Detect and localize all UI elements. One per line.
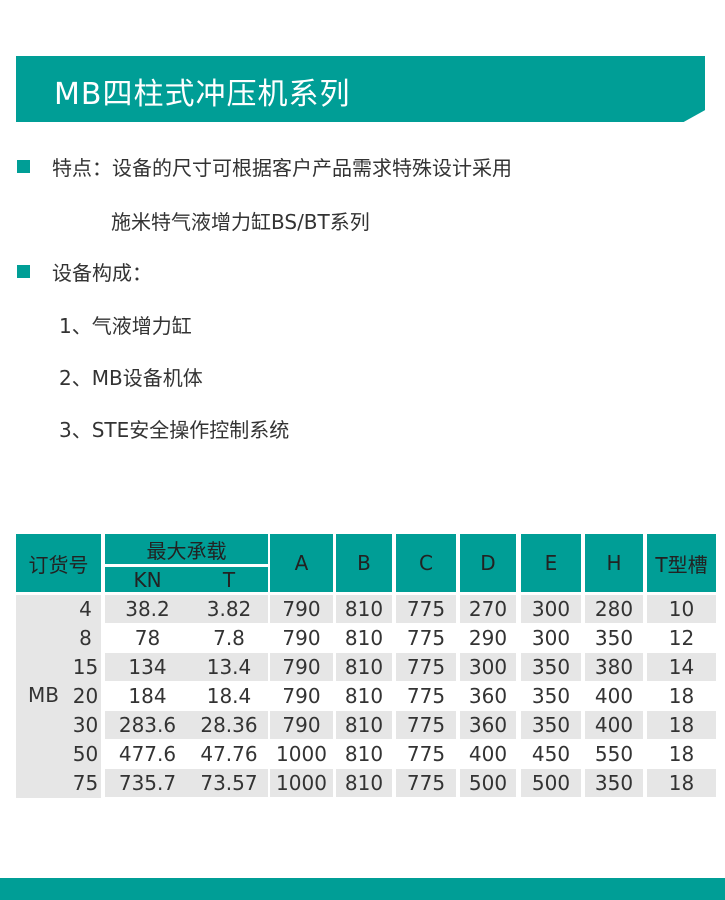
table-cell: 10 (647, 595, 716, 623)
table-cell: 477.6 (118, 742, 177, 766)
composition-item: 2、MB设备机体 (59, 366, 203, 390)
header-col: E (521, 534, 581, 592)
table-cell: 14 (647, 653, 716, 681)
table-cell: 300 (531, 626, 571, 650)
table-cell: 775 (406, 626, 446, 650)
features-line2: 施米特气液增力缸BS/BT系列 (111, 210, 370, 234)
table-cell: 450 (531, 742, 571, 766)
table-cell: 28.36 (190, 711, 268, 739)
table-cell: 775 (406, 742, 446, 766)
table-cell: 790 (282, 684, 321, 708)
table-cell: 12 (668, 626, 695, 650)
table-cell: 283.6 (105, 711, 190, 739)
table-cell: 400 (468, 742, 508, 766)
header-col: A (270, 534, 333, 592)
features-line1: 特点：设备的尺寸可根据客户产品需求特殊设计采用 (52, 156, 512, 180)
table-cell: 280 (585, 595, 643, 623)
table-cell: 810 (336, 653, 392, 681)
table-cell: 18 (647, 769, 716, 797)
table-cell: 73.57 (190, 769, 268, 797)
table-cell: 810 (344, 742, 384, 766)
title-banner: MB四柱式冲压机系列 (16, 56, 705, 122)
composition-item: 3、STE安全操作控制系统 (59, 418, 290, 442)
table-cell: 350 (594, 626, 634, 650)
table-cell: 360 (468, 684, 508, 708)
table-cell: 18 (668, 742, 695, 766)
table-cell: 735.7 (105, 769, 190, 797)
table-cell: 18 (647, 711, 716, 739)
table-cell: 790 (270, 595, 333, 623)
header-col: T型槽 (647, 534, 716, 592)
table-cell: 300 (460, 653, 516, 681)
table-cell: 790 (270, 653, 333, 681)
table-cell: 400 (585, 711, 643, 739)
table-cell: 810 (336, 769, 392, 797)
table-cell: 7.8 (213, 626, 245, 650)
table-cell: 38.2 (105, 595, 190, 623)
table-cell: 184 (128, 684, 167, 708)
table-cell: 78 (134, 626, 161, 650)
table-cell: 350 (531, 684, 571, 708)
header-col: H (585, 534, 643, 592)
table-cell: 500 (460, 769, 516, 797)
table-cell: 810 (336, 595, 392, 623)
order-no-cell: 4 (79, 597, 92, 621)
table-cell: 1000 (276, 742, 327, 766)
page-title: MB四柱式冲压机系列 (54, 77, 351, 112)
header-kn-label: KN (133, 567, 162, 592)
header-col: C (396, 534, 456, 592)
table-cell: 380 (585, 653, 643, 681)
header-order-no: 订货号 (16, 534, 101, 592)
table-cell: 790 (282, 626, 321, 650)
series-cell (16, 595, 101, 798)
table-cell: 790 (270, 711, 333, 739)
table-cell: 810 (344, 684, 384, 708)
composition-item: 1、气液增力缸 (59, 314, 192, 338)
order-no-cell: 30 (72, 713, 99, 737)
table-cell: 500 (521, 769, 581, 797)
table-cell: 3.82 (190, 595, 268, 623)
footer-bar (0, 878, 725, 900)
header-col: D (460, 534, 516, 592)
table-cell: 350 (585, 769, 643, 797)
table-cell: 810 (336, 711, 392, 739)
table-cell: 775 (396, 653, 456, 681)
order-no-cell: 75 (72, 771, 99, 795)
order-no-cell: 50 (72, 742, 99, 766)
table-cell: 350 (521, 653, 581, 681)
bullet-icon (17, 160, 30, 173)
table-cell: 775 (396, 769, 456, 797)
header-max-load: 最大承载 (105, 534, 268, 564)
header-kn (105, 567, 268, 592)
table-cell: 290 (468, 626, 508, 650)
table-cell: 360 (460, 711, 516, 739)
order-no-cell: 15 (72, 655, 99, 679)
order-no-cell: 20 (72, 684, 99, 708)
table-cell: 47.76 (200, 742, 258, 766)
table-cell: 775 (396, 595, 456, 623)
table-cell: 1000 (270, 769, 333, 797)
table-cell: 13.4 (190, 653, 268, 681)
table-cell: 350 (521, 711, 581, 739)
table-cell: 400 (594, 684, 634, 708)
composition-heading: 设备构成： (52, 261, 152, 285)
bullet-icon (17, 265, 30, 278)
header-col: B (336, 534, 392, 592)
table-cell: 18 (668, 684, 695, 708)
order-no-cell: 8 (79, 626, 92, 650)
series-label: MB (28, 683, 59, 707)
table-cell: 775 (406, 684, 446, 708)
table-cell: 270 (460, 595, 516, 623)
table-cell: 810 (344, 626, 384, 650)
table-cell: 775 (396, 711, 456, 739)
table-cell: 550 (594, 742, 634, 766)
table-cell: 18.4 (206, 684, 252, 708)
table-cell: 300 (521, 595, 581, 623)
table-cell: 134 (105, 653, 190, 681)
header-t-label: T (222, 567, 236, 592)
